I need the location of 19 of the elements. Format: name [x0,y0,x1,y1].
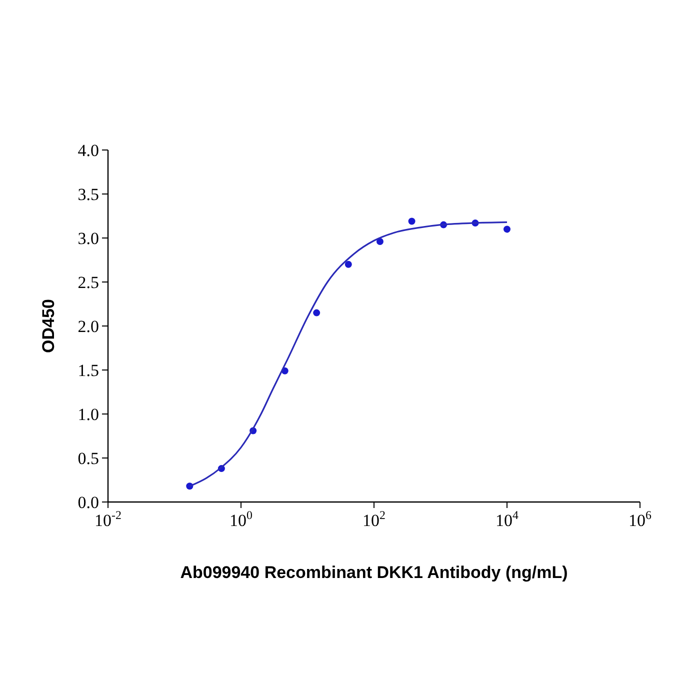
x-tick-label: 10$^{6}$ [628,508,652,530]
point [313,309,320,316]
x-axis-title: Ab099940 Recombinant DKK1 Antibody (ng/mL) [180,563,568,582]
y-tick-label: 0.5 [78,449,99,468]
point [504,226,510,233]
x-tick-label: 10$^{0}$ [230,508,253,530]
y-tick-label: 2.0 [78,317,99,336]
y-tick-label: 4.0 [78,141,99,160]
y-axis-title: OD450 [39,299,58,353]
point [344,260,352,268]
point [408,218,416,225]
x-tick-label: 10$^{2}$ [362,508,386,530]
y-tick-label: 3.5 [78,185,99,204]
y-tick-label: 3.0 [78,229,99,248]
x-tick-label: 10$^{4}$ [496,508,519,530]
y-tick-label: 2.5 [78,273,99,292]
y-tick-label: 1.0 [78,405,99,424]
point [376,238,384,246]
y-tick-label: 1.5 [78,361,99,380]
